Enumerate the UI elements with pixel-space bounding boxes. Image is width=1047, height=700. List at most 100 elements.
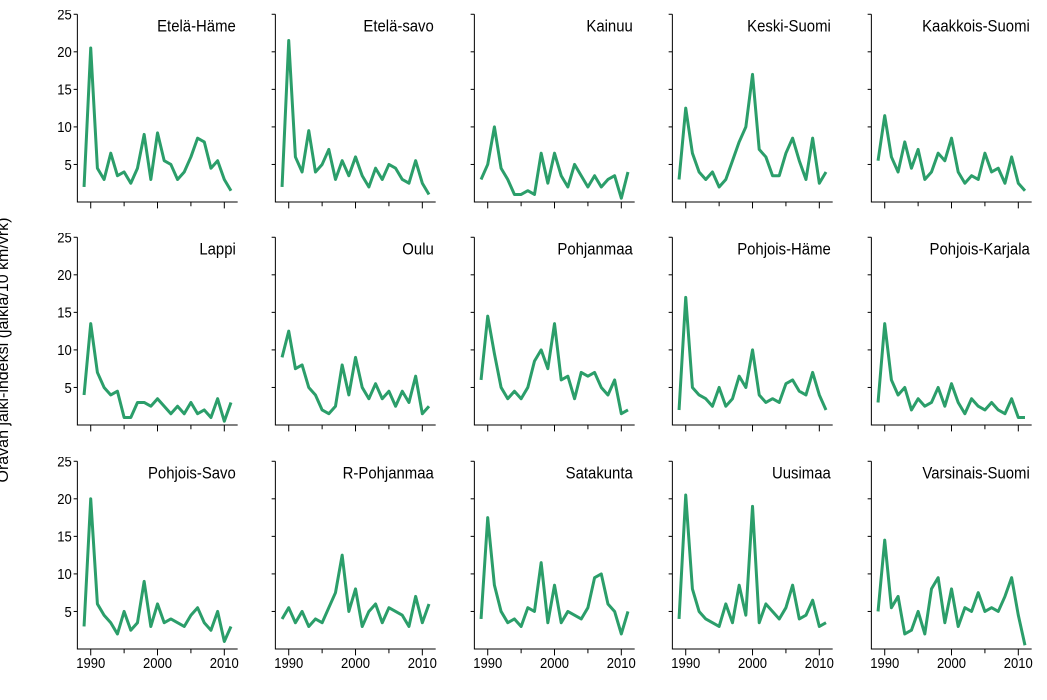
panel-title: Pohjois-Häme [737,240,831,259]
axes [673,238,833,426]
series-line [84,324,231,422]
panel: 5 10 15 20 25 Etelä-Häme [55,10,241,223]
panel-title: Pohjanmaa [557,240,632,259]
x-tick-label: 2010 [408,654,437,670]
y-tick-label: 10 [57,118,72,135]
series-line [481,517,628,633]
axes [871,238,1031,426]
panel-title: Kainuu [586,16,632,35]
panel: 510152025199020002010Pohjois-Savo [55,457,241,670]
y-tick-label: 15 [57,81,72,98]
axes [871,461,1031,649]
axes [474,14,634,202]
x-tick-label: 2010 [210,654,239,670]
panel-title: Lappi [199,240,235,259]
panel-svg: Kaakkois-Suomi [849,10,1035,223]
x-tick-label: 2010 [805,654,834,670]
axes [673,14,833,202]
panel-svg: Kainuu [452,10,638,223]
panel-svg: Pohjois-Karjala [849,233,1035,446]
x-tick-label: 1990 [76,654,105,670]
series-line [84,48,231,191]
panel-svg: 1990 2000 2010 Varsinais-Suomi [849,457,1035,670]
x-tick-label: 1990 [671,654,700,670]
series-line [679,495,826,626]
series-line [679,74,826,187]
x-tick-label: 1990 [870,654,899,670]
x-tick-label: 2000 [738,654,767,670]
panel-title: Satakunta [565,463,632,482]
y-tick-label: 10 [57,565,72,582]
series-line [878,116,1025,191]
panel-title: Oulu [403,240,434,259]
series-line [282,555,429,626]
series-line [481,316,628,414]
y-tick-label: 5 [65,379,72,396]
panel-svg: 510152025199020002010Pohjois-Savo [55,457,241,670]
y-tick-label: 25 [57,457,72,470]
figure: Oravan jälki-indeksi (jälkiä/10 km/vrk) … [0,0,1047,700]
y-axis-label: Oravan jälki-indeksi (jälkiä/10 km/vrk) [0,218,13,483]
panel-title: Pohjois-Karjala [929,240,1029,259]
panel-svg: Pohjois-Häme [650,233,836,446]
series-line [878,540,1025,645]
y-tick-label: 20 [57,267,72,284]
x-tick-label: 2000 [143,654,172,670]
y-tick-label: 15 [57,528,72,545]
panel: 1990 2000 2010 R-Pohjanmaa [253,457,439,670]
panel-svg: Etelä-savo [253,10,439,223]
series-line [878,324,1025,418]
panel-svg: Oulu [253,233,439,446]
x-tick-label: 2000 [937,654,966,670]
series-line [84,498,231,641]
panel: 1990 2000 2010 Satakunta [452,457,638,670]
axes [77,238,237,426]
y-tick-label: 25 [57,10,72,23]
panel: 5 10 15 20 25 Lappi [55,233,241,446]
panel: 1990 2000 2010 Uusimaa [650,457,836,670]
panel-svg: Pohjanmaa [452,233,638,446]
panel: Pohjois-Karjala [849,233,1035,446]
y-tick-label: 5 [65,156,72,173]
panel-title: Keski-Suomi [747,16,831,35]
panel: Keski-Suomi [650,10,836,223]
x-tick-label: 2000 [540,654,569,670]
panel: Oulu [253,233,439,446]
x-tick-label: 1990 [275,654,304,670]
panel-grid: 5 10 15 20 25 Etelä-Häme Etelä-savo Kainuu Keski… [55,10,1035,670]
y-tick-label: 15 [57,304,72,321]
panel-svg: 1990 2000 2010 Satakunta [452,457,638,670]
series-line [282,41,429,195]
panel-svg: Keski-Suomi [650,10,836,223]
x-tick-label: 2010 [1003,654,1032,670]
panel: Etelä-savo [253,10,439,223]
panel-svg: 1990 2000 2010 Uusimaa [650,457,836,670]
panel-title: Etelä-savo [364,16,434,35]
y-tick-label: 20 [57,43,72,60]
series-line [481,127,628,198]
panel-title: Kaakkois-Suomi [922,16,1030,35]
axes [474,461,634,649]
panel: Pohjois-Häme [650,233,836,446]
panel-title: Varsinais-Suomi [922,463,1029,482]
panel-svg: 5 10 15 20 25 Lappi [55,233,241,446]
panel-title: Etelä-Häme [157,16,236,35]
y-tick-label: 10 [57,342,72,359]
x-tick-label: 2010 [607,654,636,670]
panel-title: Pohjois-Savo [148,463,236,482]
panel: Kaakkois-Suomi [849,10,1035,223]
series-line [282,331,429,414]
axes [673,461,833,649]
panel: 1990 2000 2010 Varsinais-Suomi [849,457,1035,670]
panel-title: Uusimaa [772,463,831,482]
panel-title: R-Pohjanmaa [343,463,434,482]
panel-svg: 5 10 15 20 25 Etelä-Häme [55,10,241,223]
x-tick-label: 2000 [341,654,370,670]
x-tick-label: 1990 [473,654,502,670]
y-tick-label: 25 [57,233,72,246]
series-line [679,298,826,411]
panel: Pohjanmaa [452,233,638,446]
panel: Kainuu [452,10,638,223]
panel-svg: 1990 2000 2010 R-Pohjanmaa [253,457,439,670]
y-tick-label: 5 [65,603,72,620]
